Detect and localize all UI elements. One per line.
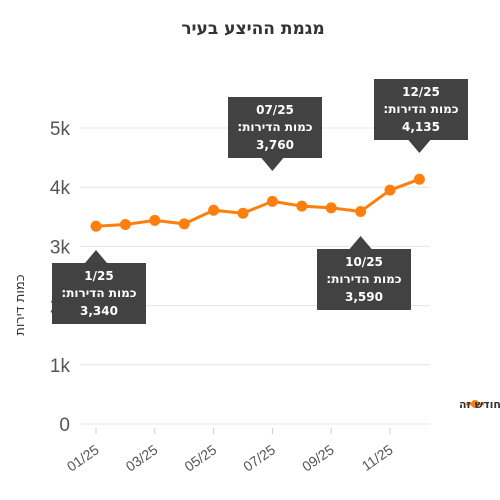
y-axis-ticks: 01k2k3k4k5k xyxy=(50,119,71,436)
legend-point-marker xyxy=(471,400,479,408)
data-point xyxy=(325,202,337,214)
x-tick-label: 01/25 xyxy=(64,441,102,474)
callout-label: כמות הדירות: xyxy=(326,272,401,286)
callout-date: 07/25 xyxy=(256,103,294,117)
callout-pointer xyxy=(349,236,372,249)
callout: 07/25 כמות הדירות: 3,760 xyxy=(228,97,322,171)
data-point xyxy=(178,218,190,230)
y-axis-label: כמות דירות xyxy=(13,274,28,335)
callout-date: 1/25 xyxy=(84,269,113,283)
data-point xyxy=(266,195,278,207)
data-point xyxy=(208,204,220,216)
data-point xyxy=(237,207,249,219)
callout-pointer xyxy=(408,140,431,153)
y-tick-label: 3k xyxy=(50,237,71,258)
x-tick-label: 09/25 xyxy=(299,441,337,474)
callout-date: 12/25 xyxy=(402,85,440,99)
data-point xyxy=(90,220,102,232)
data-point xyxy=(149,214,161,226)
data-point xyxy=(296,200,308,212)
callout-label: כמות הדירות: xyxy=(383,102,458,116)
callout: 12/25 כמות הדירות: 4,135 xyxy=(374,79,468,153)
callout-box xyxy=(228,97,322,158)
y-tick-label: 5k xyxy=(50,119,71,140)
y-tick-label: 0 xyxy=(59,415,70,436)
callout: 10/25 כמות הדירות: 3,590 xyxy=(317,236,411,310)
callout-date: 10/25 xyxy=(345,255,383,269)
y-tick-label: 1k xyxy=(50,356,71,377)
callout-label: כמות הדירות: xyxy=(237,120,312,134)
legend[interactable]: כמות הדירות המוצעות בחודש זה xyxy=(459,398,500,411)
annotations: 1/25 כמות הדירות: 3,340 07/25 כמות הדירות: 3,… xyxy=(52,79,468,324)
callout: 1/25 כמות הדירות: 3,340 xyxy=(52,250,146,324)
series-points xyxy=(90,173,425,232)
callout-box xyxy=(52,263,146,324)
x-tick-label: 03/25 xyxy=(123,441,161,474)
series-lines xyxy=(94,177,421,228)
chart-title: מגמת ההיצע בעיר xyxy=(181,19,324,39)
x-axis-ticks: 01/25 03/25 05/25 07/25 09/25 11/25 xyxy=(64,428,396,475)
data-point xyxy=(119,218,131,230)
data-point xyxy=(355,205,367,217)
callout-box xyxy=(317,249,411,310)
callout-value: 3,340 xyxy=(80,304,118,318)
callout-value: 3,760 xyxy=(256,138,294,152)
data-point xyxy=(413,173,425,185)
x-tick-label: 07/25 xyxy=(240,441,278,474)
legend-label: כמות הדירות המוצעות בחודש זה xyxy=(459,398,500,411)
callout-pointer xyxy=(85,250,107,263)
callout-box xyxy=(374,79,468,140)
data-point xyxy=(384,184,396,196)
callout-value: 3,590 xyxy=(345,290,383,304)
callout-pointer xyxy=(261,158,284,171)
y-tick-label: 4k xyxy=(50,178,71,199)
x-tick-label: 05/25 xyxy=(181,441,219,474)
callout-value: 4,135 xyxy=(402,120,440,134)
series-line xyxy=(94,177,421,228)
x-tick-label: 11/25 xyxy=(359,441,396,474)
callout-label: כמות הדירות: xyxy=(61,286,136,300)
